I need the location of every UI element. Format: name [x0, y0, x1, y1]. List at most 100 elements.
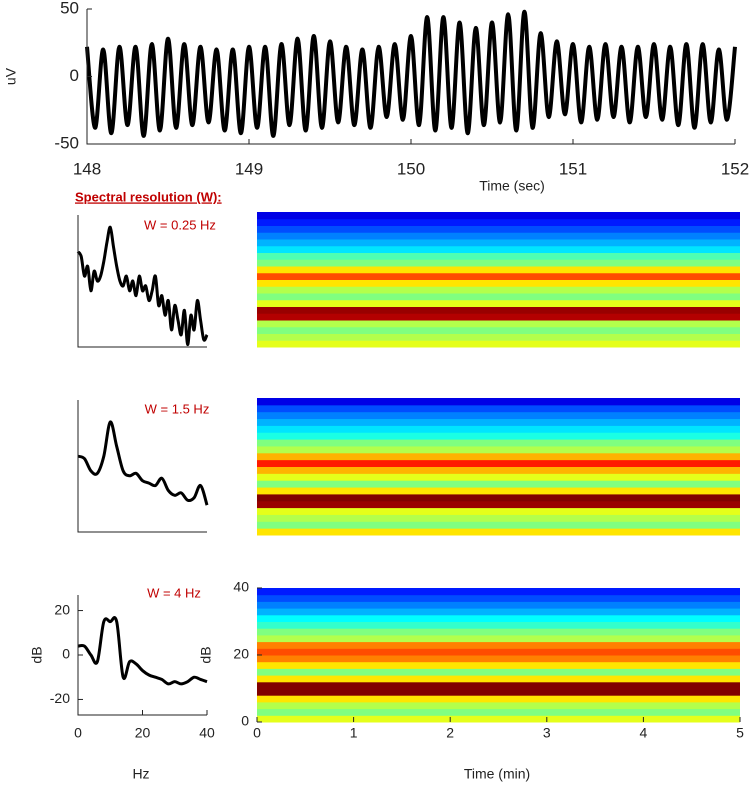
heatmap-cell	[257, 614, 740, 622]
heatmap-cell	[257, 500, 740, 509]
x-tick-label: 3	[543, 725, 551, 741]
x-tick-label: 5	[736, 725, 744, 741]
heatmap-cell	[257, 675, 740, 683]
y-tick-label: 40	[233, 579, 249, 595]
heatmap-cell	[257, 445, 740, 454]
x-tick-label: 40	[199, 725, 215, 741]
heatmap-cell	[257, 621, 740, 629]
heatmap-cell	[257, 695, 740, 703]
y-axis-label: uV	[3, 67, 19, 85]
heatmap-cell	[257, 404, 740, 413]
x-tick-label: 150	[397, 159, 425, 178]
heatmap-cell	[257, 425, 740, 433]
heatmap-cell	[257, 218, 740, 226]
y-tick-label: 0	[241, 713, 249, 729]
x-tick-label: 2	[446, 725, 454, 741]
axis-line	[77, 400, 207, 533]
data-line	[77, 616, 208, 686]
heatmap-cell	[257, 701, 740, 710]
heatmap-cell	[257, 608, 740, 616]
y-tick-label: 0	[62, 646, 70, 662]
x-tick-label: 0	[74, 725, 82, 741]
heatmap-cell	[257, 681, 740, 689]
heatmap-cell	[257, 588, 740, 596]
heatmap-cell	[257, 320, 740, 328]
x-axis-label: Time (min)	[464, 766, 530, 782]
y-tick-label: 0	[70, 66, 79, 85]
y-tick-label: -20	[50, 690, 70, 706]
heatmap-cell	[257, 594, 740, 602]
heatmap-cell	[257, 293, 740, 301]
x-tick-label: 0	[253, 725, 261, 741]
heatmap-cell	[257, 493, 740, 502]
heatmap-cell	[257, 306, 740, 314]
heatmap-cell	[257, 507, 740, 515]
resolution-label: W = 0.25 Hz	[144, 217, 216, 232]
y-tick-label: 50	[60, 0, 79, 17]
heatmap-cell	[257, 245, 740, 253]
heatmap-cell	[257, 252, 740, 260]
heatmap-cell	[257, 225, 740, 233]
heatmap-cell	[257, 439, 740, 447]
heatmap-cell	[257, 634, 740, 643]
heatmap-cell	[257, 411, 740, 420]
heatmap-cell	[257, 715, 740, 723]
heatmap-cell	[257, 279, 740, 287]
resolution-label: W = 1.5 Hz	[145, 401, 210, 416]
heatmap-cell	[257, 528, 740, 536]
heatmap-cell	[257, 452, 740, 461]
heatmap-cell	[257, 272, 740, 280]
heatmap-cell	[257, 266, 740, 274]
heatmap-cell	[257, 232, 740, 240]
x-tick-label: 1	[350, 725, 358, 741]
axis-line	[86, 9, 735, 145]
heatmap-cell	[257, 708, 740, 716]
heatmap-cell	[257, 648, 740, 656]
heatmap-cell	[257, 514, 740, 522]
y-tick-label: 20	[233, 646, 249, 662]
heatmap-cell	[257, 688, 740, 696]
resolution-label: W = 4 Hz	[147, 585, 201, 600]
heatmap-cell	[257, 418, 740, 426]
heatmap-cell	[257, 459, 740, 467]
heatmap-cell	[257, 601, 740, 609]
x-axis-label: Hz	[132, 766, 149, 782]
heatmap-cell	[257, 212, 740, 220]
x-tick-label: 151	[559, 159, 587, 178]
heatmap-cell	[257, 668, 740, 676]
heatmap-cell	[257, 299, 740, 307]
data-line	[77, 420, 209, 506]
heatmap-cell	[257, 487, 740, 495]
x-tick-label: 4	[640, 725, 648, 741]
heatmap-cell	[257, 333, 740, 341]
heatmap-cell	[257, 466, 740, 474]
y-tick-label: -50	[54, 133, 79, 152]
heatmap-cell	[257, 661, 740, 669]
heatmap-cell	[257, 521, 740, 529]
x-tick-label: 152	[721, 159, 749, 178]
axis-line	[77, 215, 207, 348]
x-tick-label: 149	[235, 159, 263, 178]
heatmap-cell	[257, 480, 740, 488]
heatmap-cell	[257, 286, 740, 294]
heatmap-cell	[257, 326, 740, 334]
heatmap-cell	[257, 239, 740, 247]
data-line	[76, 225, 209, 347]
y-axis-label: dB	[198, 646, 214, 663]
x-tick-label: 20	[135, 725, 151, 741]
heatmap-cell	[257, 340, 740, 348]
heatmap-cell	[257, 398, 740, 406]
heatmap-cell	[257, 473, 740, 481]
y-tick-label: 20	[54, 601, 70, 617]
panel-heading: Spectral resolution (W):	[75, 189, 222, 204]
x-axis-label: Time (sec)	[479, 178, 545, 194]
heatmap-cell	[257, 641, 740, 649]
heatmap-cell	[257, 655, 740, 663]
data-line	[85, 9, 737, 138]
heatmap-cell	[257, 313, 740, 321]
heatmap-cell	[257, 628, 740, 636]
heatmap-cell	[257, 432, 740, 440]
y-axis-label: dB	[29, 646, 45, 663]
x-tick-label: 148	[73, 159, 101, 178]
